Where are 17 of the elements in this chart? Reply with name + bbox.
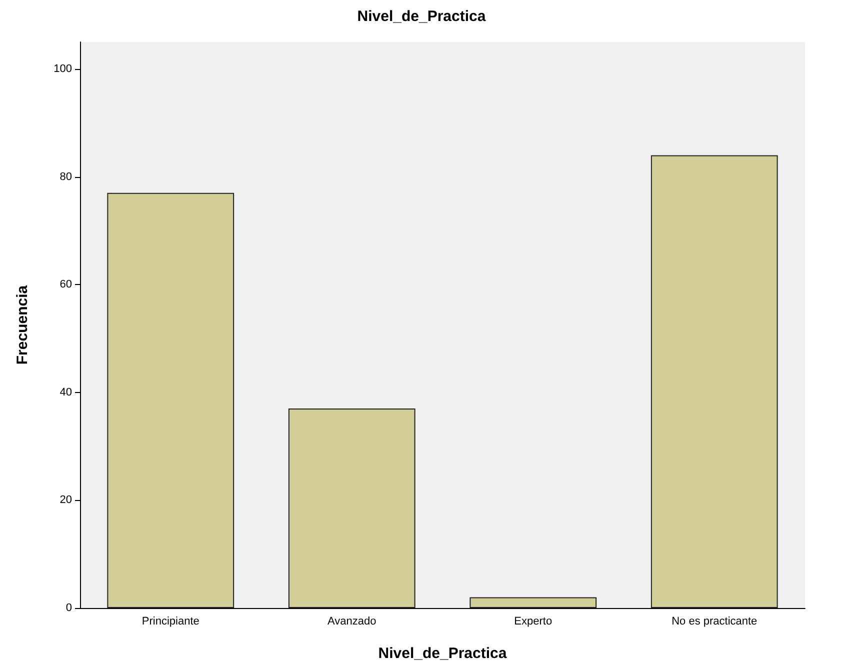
x-tick-label: Avanzado: [328, 616, 376, 628]
y-tick-label: 60: [60, 278, 72, 291]
x-axis-title: Nivel_de_Practica: [378, 645, 508, 662]
x-tick-label: Principiante: [142, 616, 200, 628]
y-tick-label: 40: [60, 386, 72, 398]
chart-title: Nivel_de_Practica: [357, 8, 486, 25]
y-tick-label: 0: [66, 602, 72, 614]
y-axis-title: Frecuencia: [14, 284, 31, 365]
x-tick-label: Experto: [514, 616, 552, 628]
y-tick-label: 80: [60, 170, 72, 183]
x-tick-label: No es practicante: [672, 616, 758, 628]
y-tick-label: 100: [54, 62, 72, 75]
bar: [650, 155, 778, 608]
bar: [288, 408, 416, 608]
y-tick-label: 20: [60, 494, 72, 506]
bar: [470, 597, 597, 608]
bar: [107, 192, 234, 608]
